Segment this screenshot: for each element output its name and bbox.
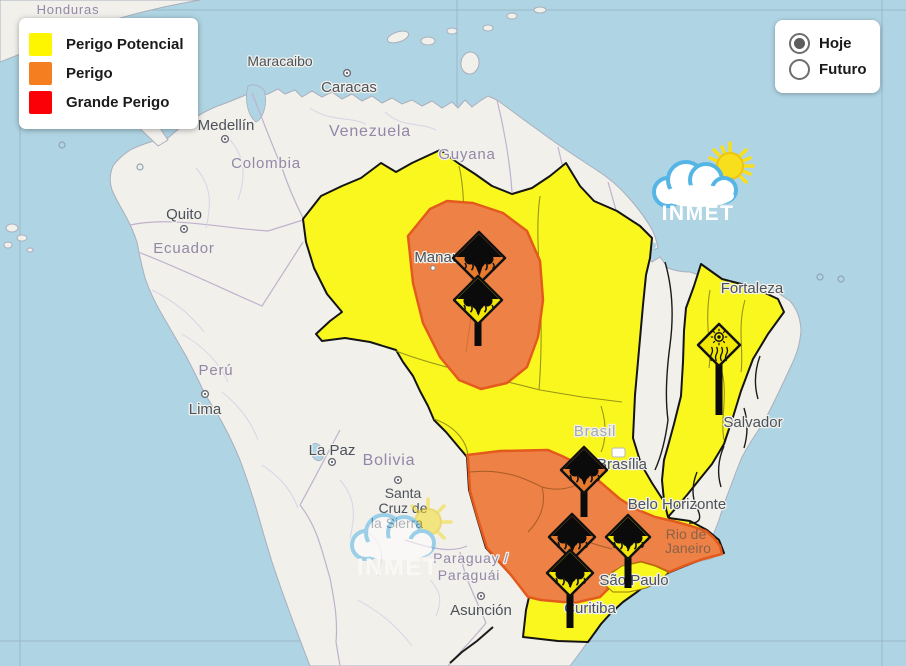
legend-label: Perigo: [66, 65, 113, 82]
map-label: Salvador: [723, 414, 782, 431]
state-borders-dark: [449, 261, 761, 664]
legend-swatch: [29, 62, 52, 85]
heat-warning-icon-yellow[interactable]: [696, 322, 742, 415]
legend-label: Perigo Potencial: [66, 36, 184, 53]
legend-swatch: [29, 33, 52, 56]
map-labels: Honduras Maracaibo Caracas Medellín Venezuel…: [35, 1, 785, 621]
map-label: Curitiba: [564, 600, 616, 617]
radio-icon[interactable]: [789, 59, 810, 80]
map-label: La Paz: [309, 442, 356, 459]
map-label: Belo Horizonte: [628, 496, 726, 513]
legend-item: Perigo Potencial: [29, 33, 184, 56]
map-label: Asunción: [450, 602, 512, 619]
map-label: Paraguái: [438, 567, 500, 583]
period-option-label: Hoje: [819, 35, 852, 52]
map-label: Caracas: [321, 79, 377, 96]
map-label: Bolivia: [363, 452, 416, 469]
road-shield: [611, 447, 626, 458]
cloud-icon: [350, 513, 436, 561]
storm-warning-icon-orange[interactable]: [559, 445, 609, 517]
map-label: Lima: [189, 401, 222, 418]
legend-label: Grande Perigo: [66, 94, 170, 111]
map-label: Fortaleza: [721, 280, 784, 297]
map-label: Paraguay /: [433, 550, 509, 566]
map-label: Venezuela: [329, 123, 411, 140]
galapagos: [5, 223, 19, 233]
storm-warning-icon-orange[interactable]: [547, 512, 597, 562]
island-marker: [816, 273, 824, 281]
alert-orange-south: [465, 448, 724, 605]
inmet-watermark-text: INMET: [357, 554, 439, 581]
storm-warning-icon-yellow[interactable]: [604, 513, 652, 588]
legend-item: Perigo: [29, 62, 184, 85]
island-marker: [837, 275, 845, 283]
alert-yellow-northeast: [661, 263, 785, 518]
lake-titicaca: [310, 442, 324, 462]
map-label: Brasil: [574, 423, 616, 440]
map-label: Guyana: [438, 146, 495, 163]
map-label: Maracaibo: [247, 53, 313, 69]
warning-icons: [451, 230, 742, 628]
island-marker: [136, 163, 144, 171]
town-marker: [430, 265, 436, 271]
map-label: Honduras: [37, 2, 100, 17]
map-label: Ecuador: [153, 240, 214, 257]
storm-warning-icon-yellow[interactable]: [545, 548, 595, 628]
storm-warning-icon-yellow[interactable]: [452, 274, 504, 346]
map-label: Cruz de: [378, 500, 427, 516]
inmet-logo-text: INMET: [662, 202, 735, 225]
legend: Perigo Potencial Perigo Grande Perigo: [19, 18, 198, 129]
legend-item: Grande Perigo: [29, 91, 184, 114]
period-option-label: Futuro: [819, 61, 867, 78]
map-label: Santa: [385, 485, 422, 501]
period-selector: Hoje Futuro: [775, 20, 881, 93]
radio-icon[interactable]: [789, 33, 810, 54]
map-label: Quito: [166, 206, 202, 223]
legend-swatch: [29, 91, 52, 114]
map-label: Colombia: [231, 155, 301, 172]
map-label: Perú: [199, 362, 234, 379]
island-marker: [58, 141, 66, 149]
period-option-futuro[interactable]: Futuro: [789, 59, 866, 80]
inmet-watermark: INMET: [350, 497, 453, 581]
map-label: Medellín: [198, 117, 255, 134]
period-option-hoje[interactable]: Hoje: [789, 33, 866, 54]
alert-yellow-sp-wedge: [604, 561, 669, 593]
map-label: Rio de: [666, 526, 707, 542]
map-label: Janeiro: [665, 540, 711, 556]
map-label: Manaus: [414, 249, 467, 266]
country-borders: [129, 92, 617, 666]
cloud-icon: [652, 160, 738, 208]
inmet-logo: INMET: [652, 141, 755, 225]
map-label: São Paulo: [599, 572, 668, 589]
map-label: Brasília: [597, 456, 648, 473]
